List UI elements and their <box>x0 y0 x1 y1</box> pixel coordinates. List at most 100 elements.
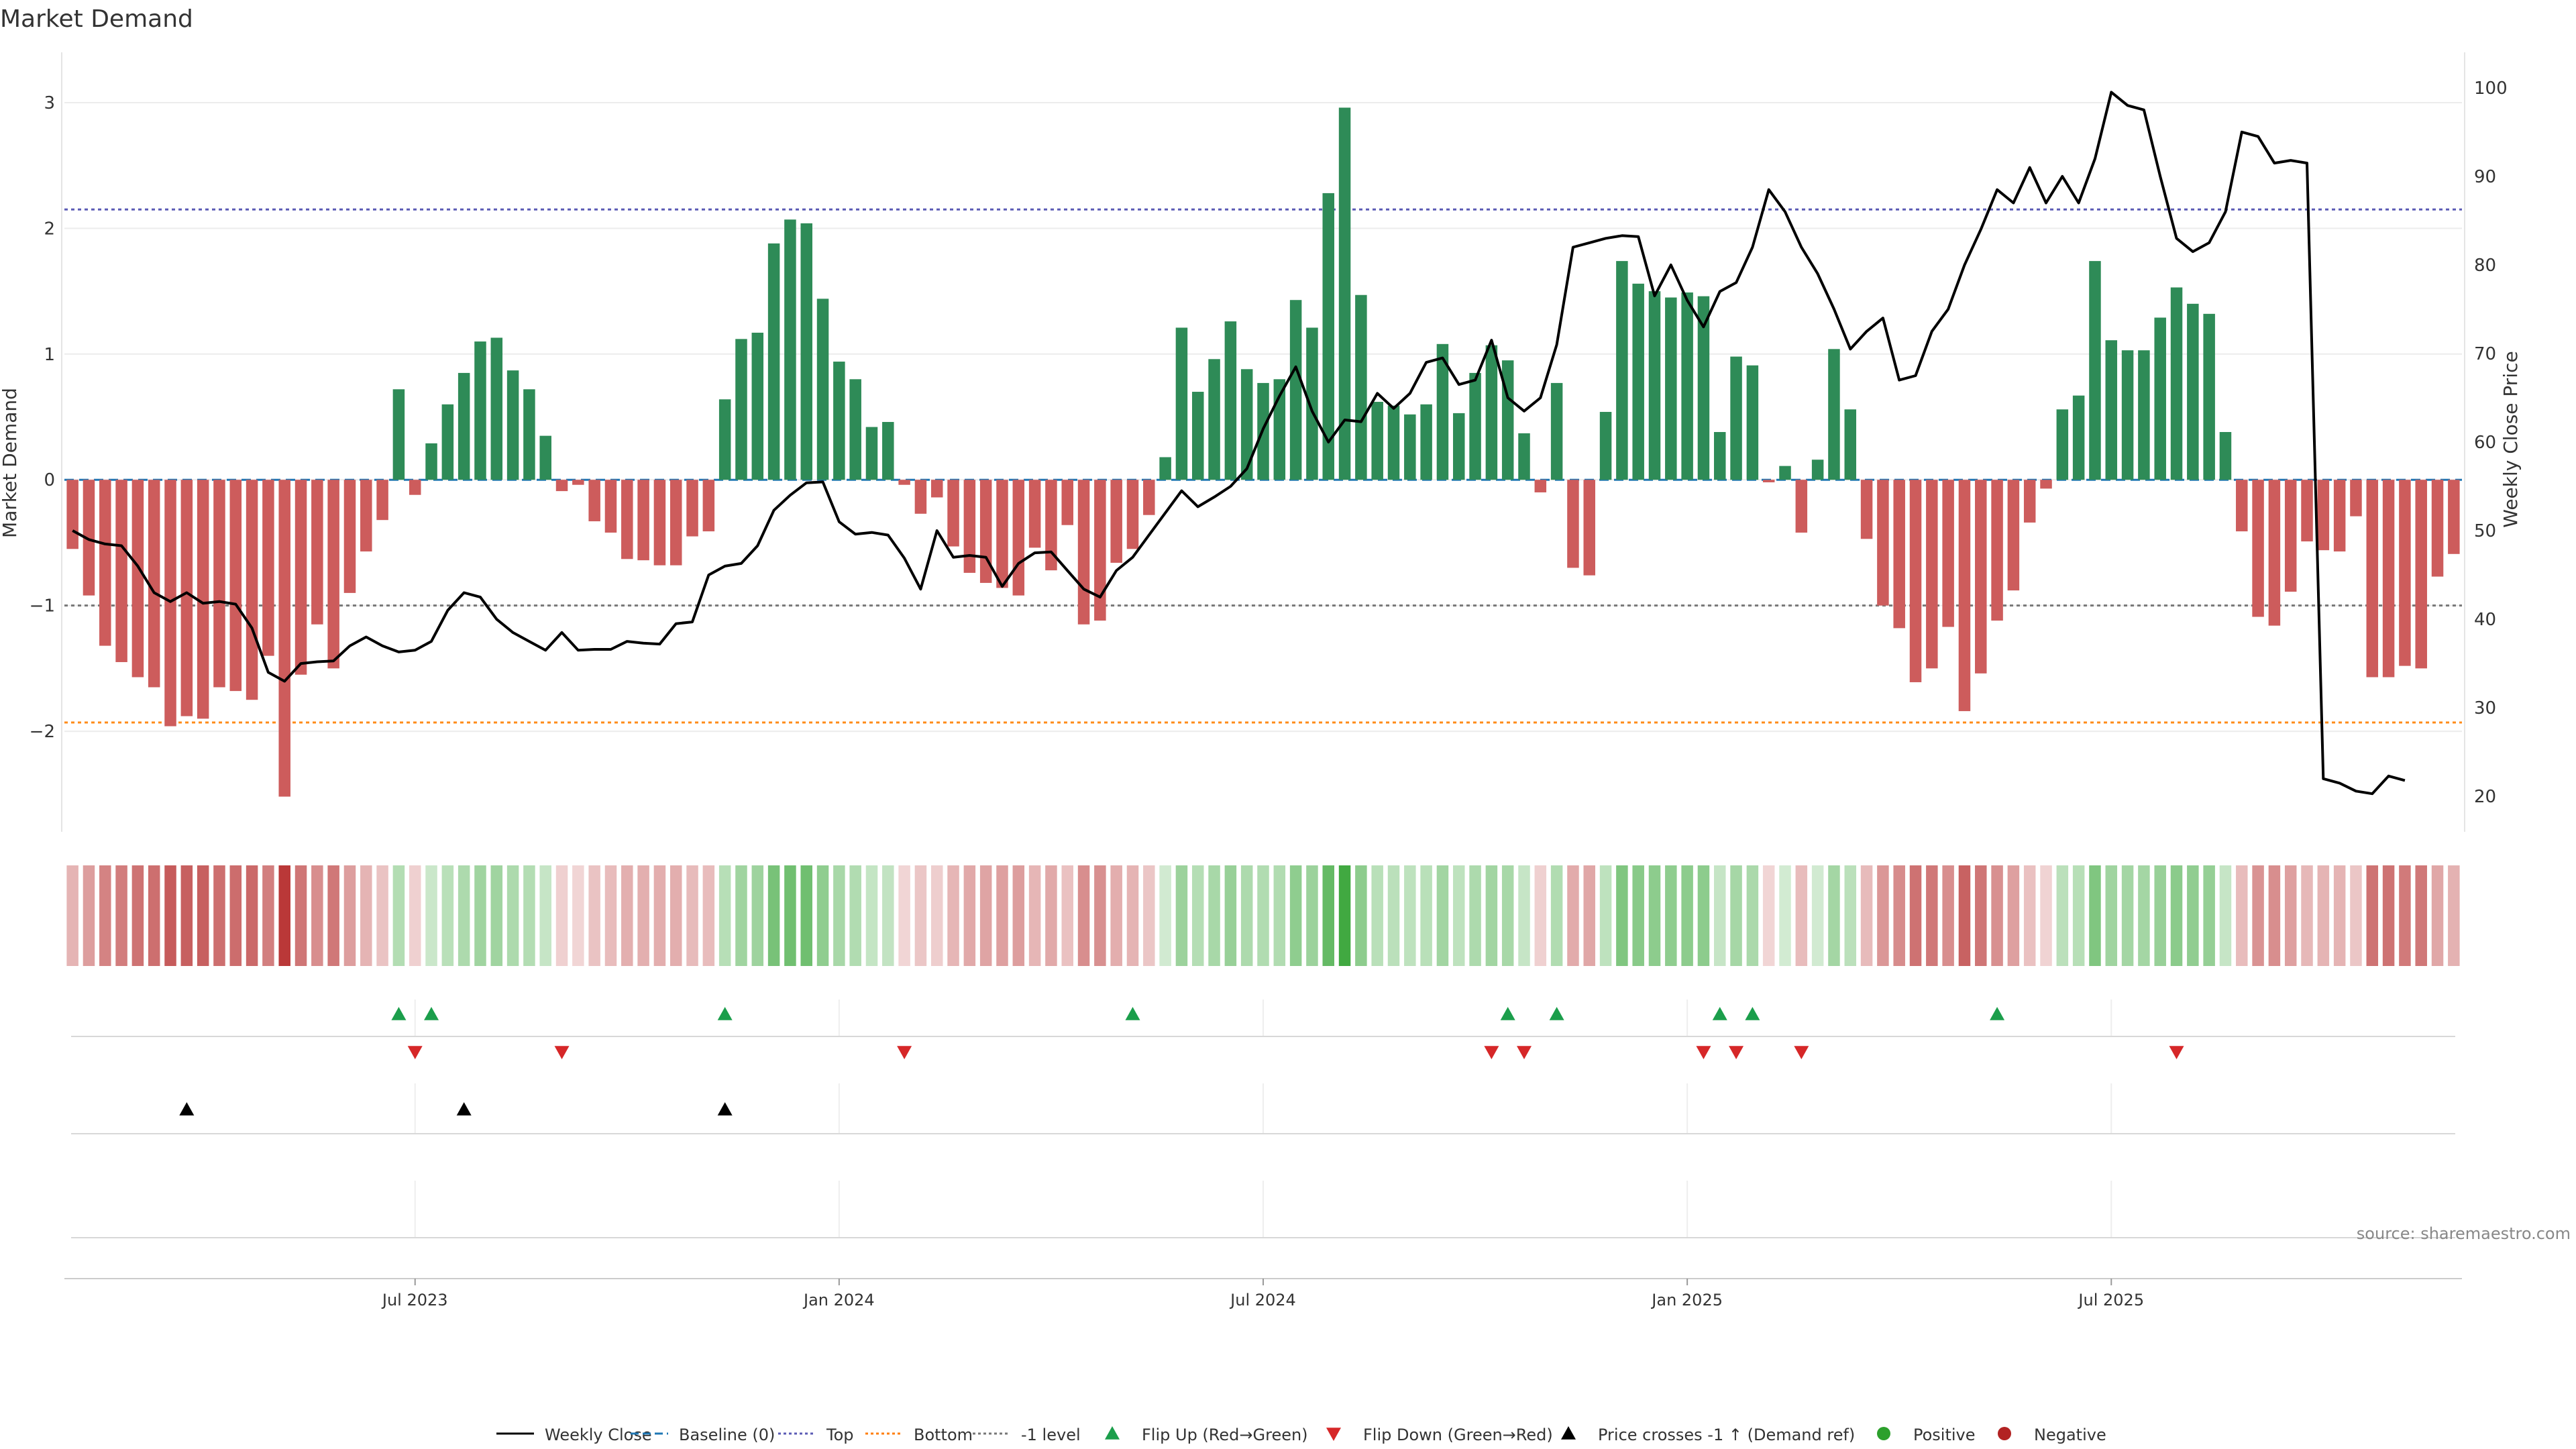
demand-bar <box>2366 480 2379 678</box>
heat-cell <box>115 865 127 966</box>
legend-item: Baseline (0) <box>631 1426 775 1444</box>
demand-bar <box>718 399 731 480</box>
y-tick-label: 1 <box>44 345 55 365</box>
heat-cell <box>83 865 95 966</box>
legend-item: Negative <box>1998 1426 2106 1444</box>
demand-bar <box>2399 480 2411 666</box>
demand-bar <box>2089 261 2101 480</box>
demand-bar <box>1175 327 1188 480</box>
heat-cell <box>229 865 242 966</box>
heat-cell <box>2121 865 2134 966</box>
heat-cell <box>816 865 829 966</box>
heat-cell <box>1273 865 1286 966</box>
heat-cell <box>637 865 649 966</box>
heat-cell <box>735 865 747 966</box>
demand-bar <box>1909 480 1922 682</box>
heat-cell <box>1844 865 1857 966</box>
heat-cell <box>1550 865 1563 966</box>
demand-bar <box>996 480 1008 588</box>
demand-bar <box>621 480 633 559</box>
legend-swatch <box>1998 1427 2011 1440</box>
heat-cell <box>1975 865 1987 966</box>
demand-bar <box>1306 327 1318 480</box>
demand-bar <box>1567 480 1579 568</box>
heat-cell <box>1648 865 1661 966</box>
heat-cell <box>1061 865 1073 966</box>
demand-bar <box>1534 480 1547 492</box>
heat-cell <box>898 865 910 966</box>
heat-cell <box>1387 865 1400 966</box>
demand-bar <box>1665 297 1677 480</box>
demand-bar <box>1404 414 1416 480</box>
y2-tick-label: 60 <box>2474 433 2496 453</box>
heat-cell <box>784 865 796 966</box>
demand-bar <box>2040 480 2052 489</box>
flip-up-marker <box>1990 1007 2005 1020</box>
legend-label: Weekly Close <box>545 1426 652 1444</box>
demand-bar <box>2007 480 2020 591</box>
heat-cell <box>409 865 421 966</box>
demand-bar <box>735 339 747 480</box>
heat-cell <box>718 865 731 966</box>
demand-bar <box>523 389 535 480</box>
demand-bar <box>914 480 927 514</box>
heat-cell <box>2089 865 2101 966</box>
heat-cell <box>1501 865 1514 966</box>
demand-bar <box>1387 405 1400 480</box>
heat-cell <box>882 865 894 966</box>
heat-cell <box>1681 865 1693 966</box>
demand-bar <box>425 443 437 480</box>
heat-cell <box>1289 865 1302 966</box>
heat-cell <box>2040 865 2052 966</box>
demand-bar <box>963 480 976 573</box>
heat-cell <box>767 865 780 966</box>
demand-bar <box>1942 480 1954 627</box>
heat-cell <box>1942 865 1954 966</box>
demand-bar <box>327 480 339 669</box>
y-tick-label: 0 <box>44 470 55 490</box>
flip-up-marker <box>391 1007 407 1020</box>
heat-cell <box>2431 865 2444 966</box>
demand-bar <box>2170 287 2183 480</box>
y2-tick-label: 20 <box>2474 787 2496 807</box>
demand-bar <box>1518 433 1530 480</box>
heat-cell <box>1665 865 1677 966</box>
demand-bar <box>1371 402 1383 480</box>
flip-down-marker <box>554 1046 570 1059</box>
demand-bar <box>898 480 910 485</box>
demand-bar <box>947 480 959 547</box>
demand-bar <box>1730 356 1742 480</box>
demand-bar <box>115 480 127 662</box>
y2-tick-label: 70 <box>2474 344 2496 364</box>
price-cross-marker <box>456 1102 472 1116</box>
y2-tick-label: 80 <box>2474 256 2496 276</box>
y-tick-label: −2 <box>30 722 55 742</box>
heat-cell <box>1143 865 1155 966</box>
heat-cell <box>1045 865 1057 966</box>
heat-cell <box>1926 865 1938 966</box>
demand-bar <box>784 219 796 480</box>
heat-cell <box>1958 865 1971 966</box>
heat-cell <box>1420 865 1432 966</box>
heat-cell <box>2170 865 2183 966</box>
demand-bar <box>1322 193 1335 480</box>
heat-cell <box>490 865 503 966</box>
heat-cell <box>555 865 568 966</box>
heat-cell <box>2366 865 2379 966</box>
flip-up-marker <box>1125 1007 1140 1020</box>
legend-label: Positive <box>1913 1426 1976 1444</box>
heat-cell <box>1991 865 2003 966</box>
demand-bar <box>1632 283 1644 480</box>
demand-bar <box>1355 294 1367 480</box>
demand-bar <box>1094 480 1106 621</box>
price-cross-marker <box>179 1102 195 1116</box>
demand-bar <box>2105 340 2118 480</box>
legend-item: -1 level <box>973 1426 1081 1444</box>
heat-cell <box>1762 865 1775 966</box>
heat-cell <box>262 865 274 966</box>
demand-bar <box>458 372 470 480</box>
heat-cell <box>1518 865 1530 966</box>
demand-bar <box>1224 321 1237 480</box>
demand-bar <box>1926 480 1938 669</box>
heat-cell <box>1322 865 1335 966</box>
